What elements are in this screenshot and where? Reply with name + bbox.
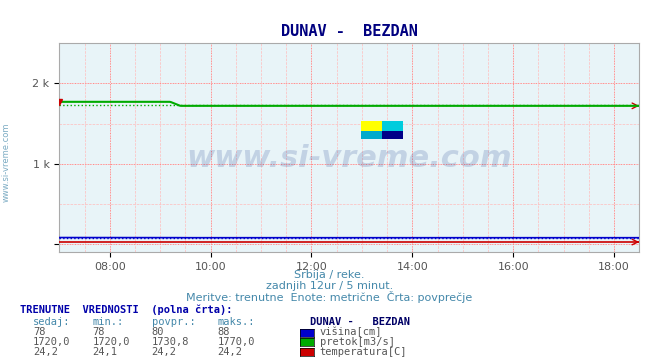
Text: DUNAV -   BEZDAN: DUNAV - BEZDAN (310, 317, 410, 327)
Text: 80: 80 (152, 327, 164, 337)
FancyBboxPatch shape (382, 131, 403, 139)
Text: 24,1: 24,1 (92, 347, 117, 357)
FancyBboxPatch shape (361, 131, 382, 139)
Text: Srbija / reke.: Srbija / reke. (295, 270, 364, 280)
Text: www.si-vreme.com: www.si-vreme.com (186, 144, 512, 172)
Text: 1720,0: 1720,0 (33, 337, 71, 347)
Text: 78: 78 (33, 327, 45, 337)
FancyBboxPatch shape (382, 121, 403, 131)
Title: DUNAV -  BEZDAN: DUNAV - BEZDAN (281, 24, 418, 39)
Text: 1730,8: 1730,8 (152, 337, 189, 347)
Text: sedaj:: sedaj: (33, 317, 71, 327)
Text: pretok[m3/s]: pretok[m3/s] (320, 337, 395, 347)
Text: višina[cm]: višina[cm] (320, 327, 382, 337)
Text: Meritve: trenutne  Enote: metrične  Črta: povprečje: Meritve: trenutne Enote: metrične Črta: … (186, 291, 473, 303)
Text: maks.:: maks.: (217, 317, 255, 327)
Text: zadnjih 12ur / 5 minut.: zadnjih 12ur / 5 minut. (266, 281, 393, 291)
Text: povpr.:: povpr.: (152, 317, 195, 327)
Text: temperatura[C]: temperatura[C] (320, 347, 407, 357)
Text: min.:: min.: (92, 317, 123, 327)
Text: 24,2: 24,2 (33, 347, 58, 357)
Text: 1770,0: 1770,0 (217, 337, 255, 347)
Text: 88: 88 (217, 327, 230, 337)
Text: 78: 78 (92, 327, 105, 337)
Text: 24,2: 24,2 (152, 347, 177, 357)
Text: www.si-vreme.com: www.si-vreme.com (2, 122, 11, 202)
FancyBboxPatch shape (361, 121, 382, 131)
Text: 24,2: 24,2 (217, 347, 243, 357)
Text: TRENUTNE  VREDNOSTI  (polna črta):: TRENUTNE VREDNOSTI (polna črta): (20, 304, 232, 315)
Text: 1720,0: 1720,0 (92, 337, 130, 347)
